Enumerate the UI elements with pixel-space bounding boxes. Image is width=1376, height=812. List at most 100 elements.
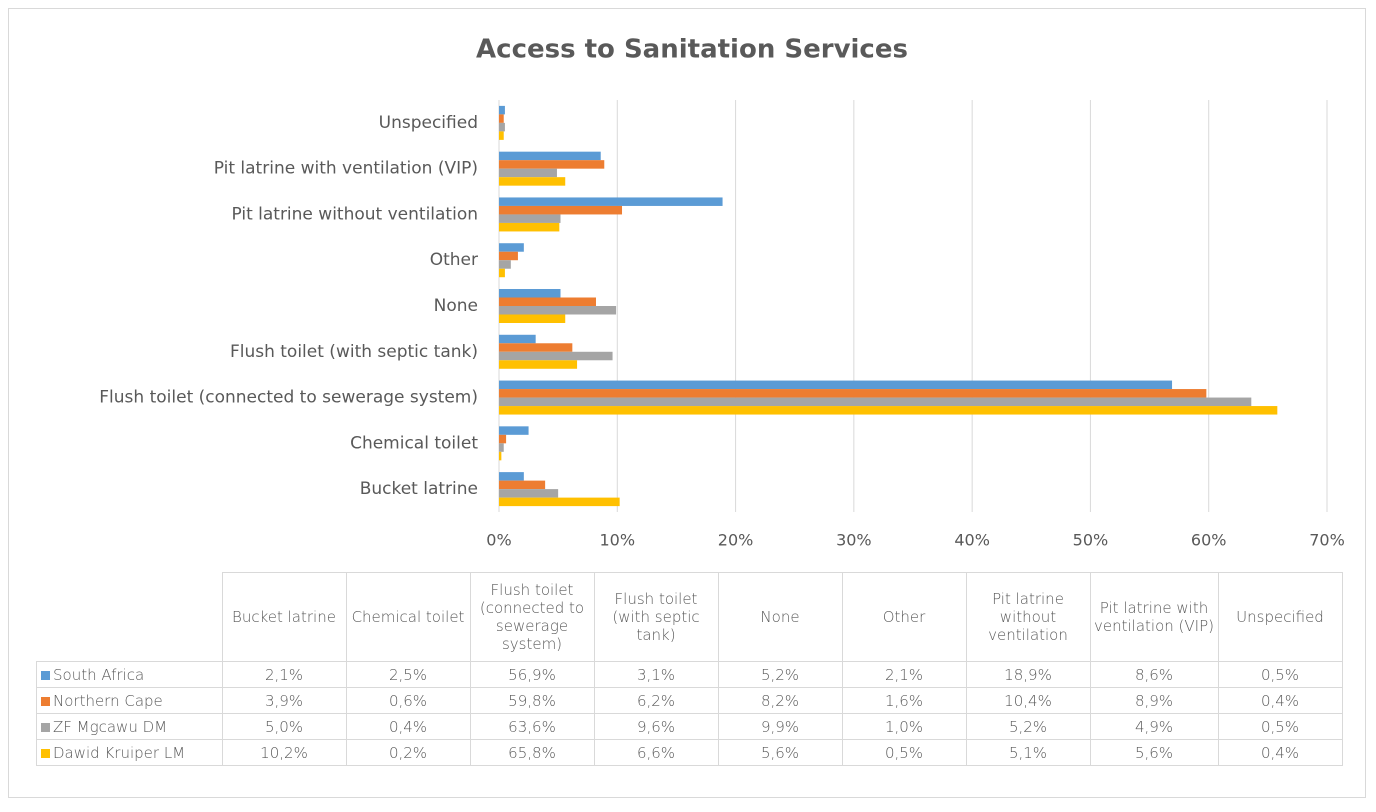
bar: [499, 251, 518, 261]
table-cell: 0,5%: [841, 739, 967, 766]
table-cell: 65,8%: [469, 739, 595, 766]
table-cell: 10,2%: [221, 739, 347, 766]
bar: [499, 197, 723, 206]
table-cell: 2,1%: [221, 661, 347, 688]
bar: [499, 397, 1252, 407]
legend-label: Dawid Kruiper LM: [53, 743, 186, 762]
y-tick-label: Pit latrine with ventilation (VIP): [214, 159, 478, 179]
table-cell: 59,8%: [469, 687, 595, 714]
table-cell: 9,9%: [717, 713, 843, 740]
bar: [499, 214, 561, 223]
bar: [499, 205, 623, 215]
table-cell: 9,6%: [593, 713, 719, 740]
bar: [499, 443, 504, 452]
bar: [499, 380, 1173, 390]
column-header: Pit latrine without ventilation: [965, 572, 1091, 662]
table-cell: 5,2%: [717, 661, 843, 688]
legend-swatch: [41, 748, 50, 758]
table-cell: 3,1%: [593, 661, 719, 688]
table-cell: 0,6%: [345, 687, 471, 714]
x-tick-label: 50%: [1073, 531, 1109, 550]
table-cell: 0,5%: [1217, 713, 1343, 740]
header-row: Bucket latrine Chemical toilet Flush toile…: [36, 572, 1343, 662]
column-header: Bucket latrine: [221, 572, 347, 662]
table-cell: 0,4%: [345, 713, 471, 740]
table-cell: 8,9%: [1089, 687, 1219, 714]
chart-title: Access to Sanitation Services: [476, 35, 908, 65]
table-cell: 1,0%: [841, 713, 967, 740]
x-tick-label: 30%: [836, 531, 872, 550]
table-row: Dawid Kruiper LM 10,2% 0,2% 65,8% 6,6% 5,6% 0,…: [36, 739, 1343, 766]
bar: [499, 168, 557, 178]
table-cell: 5,6%: [717, 739, 843, 766]
table-row: ZF Mgcawu DM 5,0% 0,4% 63,6% 9,6% 9,9% 1,0% 5,2…: [36, 713, 1343, 740]
legend-cell: South Africa: [36, 661, 223, 688]
x-tick-label: 40%: [954, 531, 990, 550]
table-row: South Africa 2,1% 2,5% 56,9% 3,1% 5,2% 2,1% 18,…: [36, 661, 1343, 688]
y-tick-label: Unspecified: [379, 113, 478, 133]
bar: [499, 360, 578, 369]
table-cell: 10,4%: [965, 687, 1091, 714]
column-header: Flush toilet (connected to sewerage syst…: [469, 572, 595, 662]
table-cell: 3,9%: [221, 687, 347, 714]
x-tick-label: 0%: [486, 531, 511, 550]
legend-cell: ZF Mgcawu DM: [36, 713, 223, 740]
bar: [499, 268, 505, 278]
bar: [499, 160, 605, 169]
bar: [499, 131, 504, 140]
table-cell: 4,9%: [1089, 713, 1219, 740]
column-header: None: [717, 572, 843, 662]
bar: [499, 177, 566, 186]
column-header: Pit latrine with ventilation (VIP): [1089, 572, 1219, 662]
table-cell: 6,2%: [593, 687, 719, 714]
table-cell: 5,1%: [965, 739, 1091, 766]
bar: [499, 451, 502, 461]
y-tick-label: Flush toilet (with septic tank): [230, 342, 478, 362]
legend-label: South Africa: [53, 665, 145, 684]
table-cell: 18,9%: [965, 661, 1091, 688]
column-header: Flush toilet (with septic tank): [593, 572, 719, 662]
table-cell: 0,4%: [1217, 687, 1343, 714]
column-header: Chemical toilet: [345, 572, 471, 662]
bar: [499, 480, 546, 490]
column-header: Unspecified: [1217, 572, 1343, 662]
table-cell: 5,2%: [965, 713, 1091, 740]
x-tick-label: 60%: [1191, 531, 1227, 550]
legend-cell: Northern Cape: [36, 687, 223, 714]
table-cell: 56,9%: [469, 661, 595, 688]
bar: [499, 434, 507, 444]
y-tick-label: Bucket latrine: [360, 479, 478, 499]
bar: [499, 122, 505, 132]
table-row: Northern Cape 3,9% 0,6% 59,8% 6,2% 8,2% 1,6% 10…: [36, 687, 1343, 714]
legend-swatch: [41, 696, 50, 706]
table-cell: 6,6%: [593, 739, 719, 766]
chart-frame: [8, 8, 1366, 798]
bar: [499, 426, 529, 435]
bar: [499, 489, 559, 498]
table-cell: 63,6%: [469, 713, 595, 740]
legend-cell: Dawid Kruiper LM: [36, 739, 223, 766]
bar: [499, 497, 620, 507]
table-cell: 2,5%: [345, 661, 471, 688]
y-tick-label: Other: [430, 250, 478, 270]
table-cell: 2,1%: [841, 661, 967, 688]
bar: [499, 260, 511, 269]
bar: [499, 151, 601, 161]
table-cell: 5,0%: [221, 713, 347, 740]
x-tick-label: 20%: [718, 531, 754, 550]
table-cell: 0,2%: [345, 739, 471, 766]
bar: [499, 306, 617, 315]
corner-cell: [36, 572, 223, 662]
bar: [499, 297, 596, 306]
table-cell: 5,6%: [1089, 739, 1219, 766]
bar: [499, 243, 524, 252]
bar: [499, 406, 1278, 415]
table-cell: 0,4%: [1217, 739, 1343, 766]
bar: [499, 222, 560, 232]
data-table: Bucket latrine Chemical toilet Flush toile…: [36, 572, 1343, 766]
bar: [499, 314, 566, 323]
bar: [499, 334, 536, 344]
legend-swatch: [41, 722, 50, 732]
table-cell: 8,2%: [717, 687, 843, 714]
bar: [499, 105, 505, 115]
